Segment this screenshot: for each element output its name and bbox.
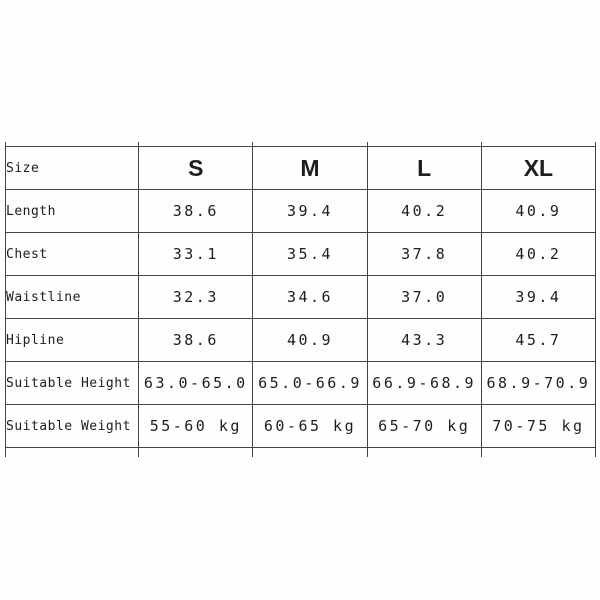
size-chart-table: Size S M L XL Length 38.6 39.4 40.2 40.9…	[4, 146, 597, 448]
grid-line-stub	[138, 448, 139, 457]
table-cell: 66.9-68.9	[366, 361, 482, 405]
table-row-suitable-height: Suitable Height 63.0-65.0 65.0-66.9 66.9…	[4, 361, 597, 405]
column-header-s: S	[138, 146, 254, 190]
table-cell: 68.9-70.9	[480, 361, 597, 405]
table-row-chest: Chest 33.1 35.4 37.8 40.2	[4, 232, 597, 276]
table-cell: 38.6	[138, 318, 254, 362]
table-row-suitable-weight: Suitable Weight 55-60 kg 60-65 kg 65-70 …	[4, 404, 597, 448]
table-cell: 43.3	[366, 318, 482, 362]
table-cell: 33.1	[138, 232, 254, 276]
grid-line-stub	[367, 142, 368, 146]
row-label-chest: Chest	[4, 232, 140, 276]
grid-line-stub	[252, 448, 253, 457]
column-header-m: M	[252, 146, 368, 190]
table-cell: 65.0-66.9	[252, 361, 368, 405]
table-cell: 55-60 kg	[138, 404, 254, 448]
grid-line-stub	[481, 448, 482, 457]
grid-line-stub	[252, 142, 253, 146]
column-header-l: L	[366, 146, 482, 190]
table-cell: 37.0	[366, 275, 482, 319]
table-cell: 65-70 kg	[366, 404, 482, 448]
table-cell: 34.6	[252, 275, 368, 319]
table-cell: 37.8	[366, 232, 482, 276]
table-cell: 40.2	[366, 189, 482, 233]
column-header-xl: XL	[480, 146, 597, 190]
row-label-suitable-height: Suitable Height	[4, 361, 140, 405]
table-cell: 38.6	[138, 189, 254, 233]
table-header-row: Size S M L XL	[4, 146, 597, 190]
table-cell: 39.4	[252, 189, 368, 233]
table-row-hipline: Hipline 38.6 40.9 43.3 45.7	[4, 318, 597, 362]
table-cell: 60-65 kg	[252, 404, 368, 448]
table-cell: 40.2	[480, 232, 597, 276]
table-cell: 39.4	[480, 275, 597, 319]
table-cell: 32.3	[138, 275, 254, 319]
column-header-size: Size	[4, 146, 140, 190]
table-cell: 45.7	[480, 318, 597, 362]
table-row-waistline: Waistline 32.3 34.6 37.0 39.4	[4, 275, 597, 319]
table-cell: 35.4	[252, 232, 368, 276]
grid-line-stub	[595, 448, 596, 457]
table-cell: 40.9	[252, 318, 368, 362]
row-label-waistline: Waistline	[4, 275, 140, 319]
table-cell: 40.9	[480, 189, 597, 233]
table-row-length: Length 38.6 39.4 40.2 40.9	[4, 189, 597, 233]
grid-line-stub	[138, 142, 139, 146]
row-label-hipline: Hipline	[4, 318, 140, 362]
grid-line-stub	[595, 142, 596, 146]
table-cell: 70-75 kg	[480, 404, 597, 448]
grid-line-stub	[5, 448, 6, 457]
grid-line-stub	[5, 142, 6, 146]
table-cell: 63.0-65.0	[138, 361, 254, 405]
row-label-length: Length	[4, 189, 140, 233]
grid-line-stub	[481, 142, 482, 146]
grid-line-stub	[367, 448, 368, 457]
row-label-suitable-weight: Suitable Weight	[4, 404, 140, 448]
